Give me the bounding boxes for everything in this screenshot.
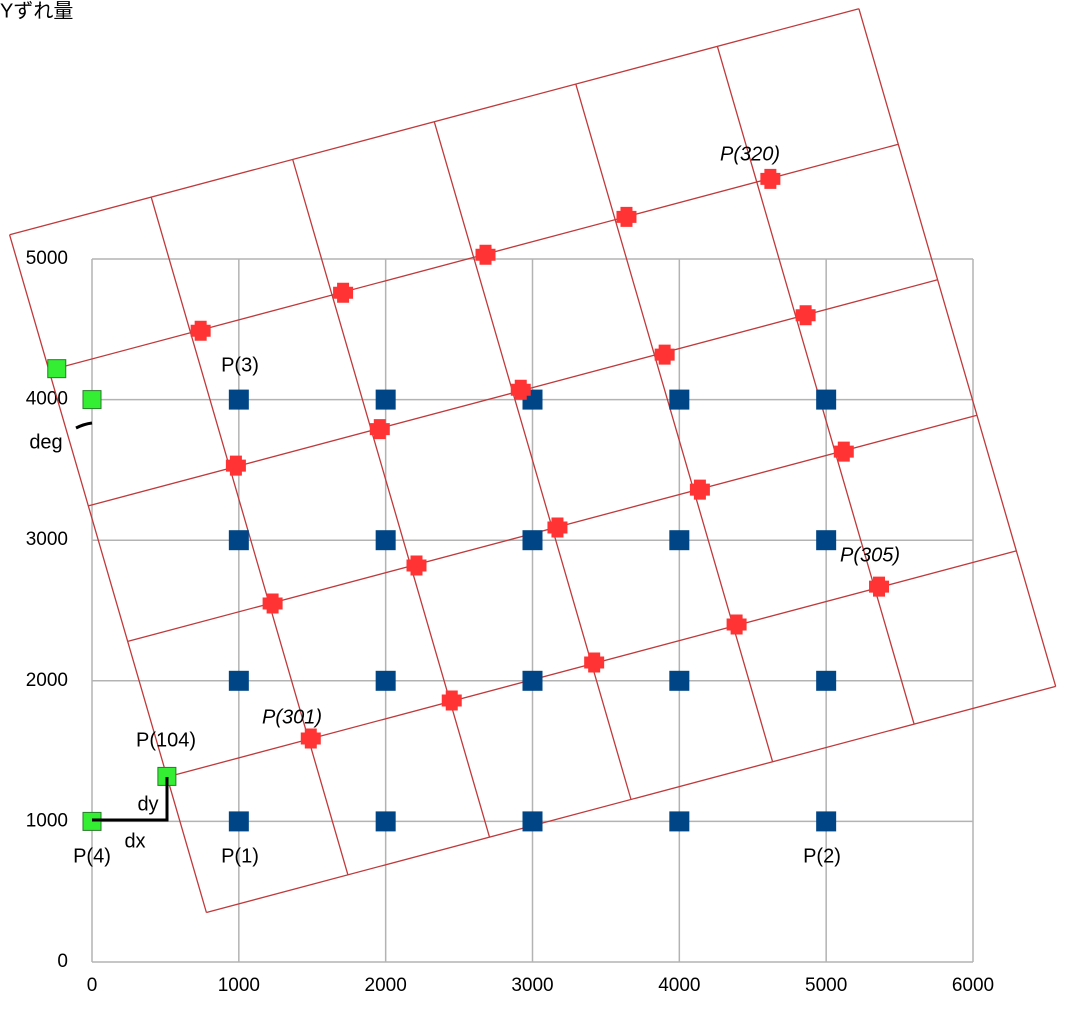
- point: [669, 389, 690, 410]
- point: [375, 389, 396, 410]
- annotation: P(3): [221, 354, 259, 376]
- chart-title: Yずれ量: [0, 0, 73, 22]
- point: [869, 576, 890, 597]
- point: [816, 389, 837, 410]
- point: [228, 670, 249, 691]
- annotation: P(104): [136, 729, 196, 751]
- x-tick-label: 4000: [658, 975, 700, 996]
- annotation: dy: [137, 793, 158, 815]
- point: [441, 690, 462, 711]
- point: [522, 530, 543, 551]
- point: [726, 614, 747, 635]
- point: [816, 530, 837, 551]
- point: [669, 811, 690, 832]
- point: [375, 670, 396, 691]
- point: [616, 206, 637, 227]
- y-tick-label: 5000: [26, 248, 68, 269]
- offset-guides: [75, 421, 169, 822]
- point: [228, 389, 249, 410]
- annotation: P(305): [840, 544, 900, 566]
- annotation: P(1): [221, 845, 259, 867]
- y-tick-label: 4000: [26, 389, 68, 410]
- point: [816, 811, 837, 832]
- point: [522, 811, 543, 832]
- point: [375, 811, 396, 832]
- x-tick-label: 3000: [511, 975, 553, 996]
- point: [584, 652, 605, 673]
- annotation: P(320): [720, 143, 780, 165]
- y-tick-label: 2000: [26, 670, 68, 691]
- point: [47, 359, 67, 379]
- y-tick-label: 0: [57, 951, 68, 972]
- annotations: P(3) P(104) P(301) P(320) P(305) P(4) P(1) P(2)…: [29, 143, 900, 867]
- x-tick-label: 1000: [218, 975, 260, 996]
- point: [669, 670, 690, 691]
- point: [816, 670, 837, 691]
- points: [47, 168, 890, 832]
- point: [406, 555, 427, 576]
- point: [654, 344, 675, 365]
- point: [833, 441, 854, 462]
- annotation: dx: [124, 830, 145, 852]
- point: [547, 517, 568, 538]
- point: [225, 455, 246, 476]
- point: [522, 670, 543, 691]
- point: [82, 390, 102, 410]
- point: [510, 379, 531, 400]
- x-tick-label: 2000: [365, 975, 407, 996]
- x-tick-label: 0: [87, 975, 98, 996]
- annotation: P(2): [803, 845, 841, 867]
- point: [190, 320, 211, 341]
- y-tick-label: 3000: [26, 529, 68, 550]
- point: [262, 593, 283, 614]
- grid: 0 1000 2000 3000 4000 5000 6000 0 1000 2000 3000 40…: [26, 248, 994, 996]
- annotation: P(301): [262, 706, 322, 728]
- point: [369, 419, 390, 440]
- point: [375, 530, 396, 551]
- deg-arc: [75, 421, 93, 430]
- point: [228, 530, 249, 551]
- y-tick-label: 1000: [26, 810, 68, 831]
- point: [669, 530, 690, 551]
- x-tick-label: 6000: [952, 975, 994, 996]
- point: [760, 168, 781, 189]
- x-tick-label: 5000: [805, 975, 847, 996]
- point: [795, 305, 816, 326]
- point: [300, 728, 321, 749]
- annotation: deg: [29, 431, 62, 453]
- point: [475, 244, 496, 265]
- point: [333, 282, 354, 303]
- annotation: P(4): [73, 845, 111, 867]
- point: [228, 811, 249, 832]
- point: [689, 479, 710, 500]
- dx-dy-guide: [92, 777, 169, 822]
